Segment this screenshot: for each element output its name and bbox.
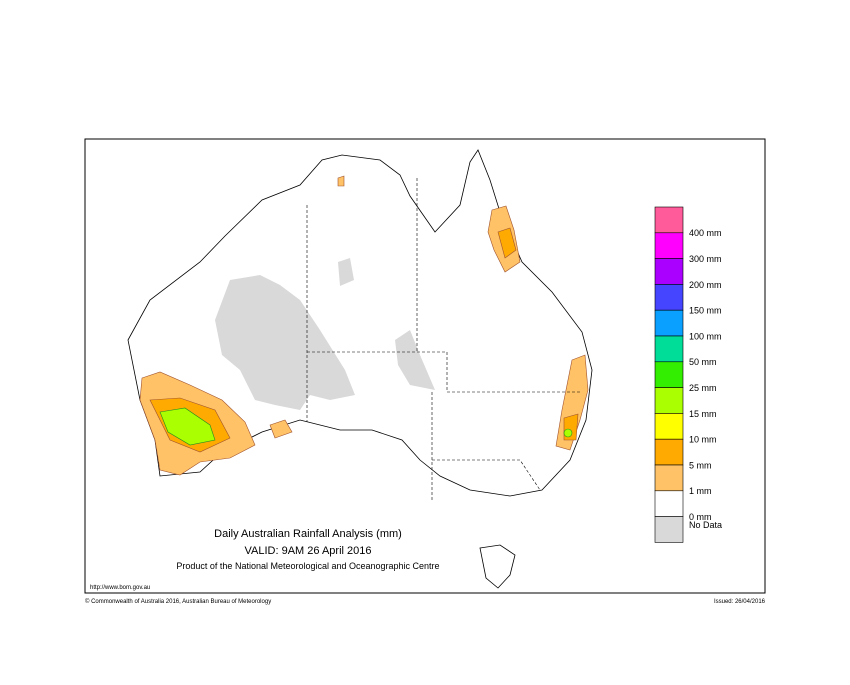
issued-date: Issued: 26/04/2016 [714,599,766,605]
legend-swatch [654,335,684,363]
legend-label: 0 mm [689,512,712,522]
legend-label: 5 mm [689,460,712,470]
legend-label: 200 mm [689,280,722,290]
rain-15mm [563,428,573,438]
legend-label: 15 mm [689,409,717,419]
legend: 400 mm 300 mm 200 mm 150 mm 100 mm 50 mm 25 mm… [654,206,722,543]
legend-swatch [654,464,684,492]
legend-label: No Data [689,520,722,530]
legend-swatch [654,206,684,234]
no-data-area [338,258,435,390]
source-url: http://www.bom.gov.au [90,585,150,591]
legend-label: 1 mm [689,486,712,496]
legend-label: 10 mm [689,435,717,445]
legend-swatch [654,516,684,543]
legend-swatch [654,387,684,414]
legend-label: 50 mm [689,357,717,367]
state-borders [306,178,582,500]
legend-label: 400 mm [689,228,722,238]
australia-map [127,149,593,589]
legend-label: 300 mm [689,254,722,264]
legend-swatch [654,284,684,311]
legend-label: 25 mm [689,383,717,393]
rain-1mm [337,175,345,187]
rain-15mm [159,407,216,446]
map-title: Daily Australian Rainfall Analysis (mm) [214,528,402,540]
legend-swatch [654,232,684,259]
legend-swatch [654,438,684,466]
legend-swatch [654,413,684,440]
legend-swatch [654,361,684,388]
legend-swatch [654,490,684,517]
valid-time: VALID: 9AM 26 April 2016 [245,545,372,557]
rain-5mm [497,227,517,259]
no-data-area [215,275,355,410]
rain-1mm [269,419,293,439]
legend-label: 150 mm [689,306,722,316]
legend-swatch [654,309,684,337]
product-note: Product of the National Meteorological a… [176,561,439,571]
legend-label: 100 mm [689,331,722,341]
tasmania [479,544,516,589]
copyright: © Commonwealth of Australia 2016, Austra… [85,598,271,605]
legend-swatch [654,258,684,285]
